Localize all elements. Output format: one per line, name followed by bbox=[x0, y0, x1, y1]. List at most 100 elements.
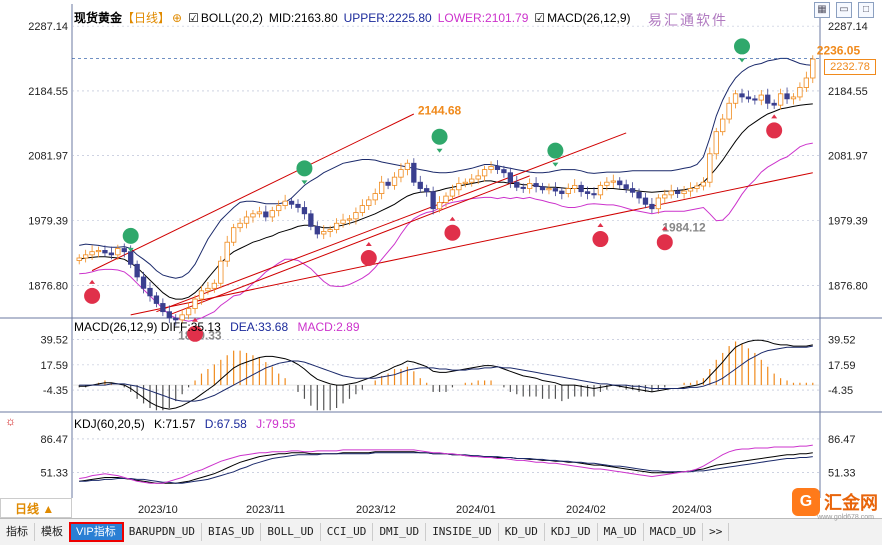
candle-body bbox=[288, 200, 295, 205]
macd-overlay-label: MACD(26,12,9) bbox=[547, 11, 631, 25]
maximize-icon[interactable]: □ bbox=[858, 2, 874, 18]
candle-body bbox=[790, 96, 797, 100]
candle-body bbox=[726, 102, 732, 120]
candle-body bbox=[353, 212, 359, 220]
main-legend: 现货黄金【日线】 ⊕ ☑ BOLL(20,2) MID:2163.80 UPPER:222… bbox=[74, 9, 637, 26]
candle-body bbox=[327, 229, 333, 232]
settings-icon[interactable]: ☼ bbox=[5, 414, 16, 428]
minimize-icon[interactable]: ▭ bbox=[836, 2, 852, 18]
indicator-tabs: 指标 模板 VIP指标 BARUPDN_UD BIAS_UD BOLL_UD CCI_UD D… bbox=[0, 518, 882, 545]
x-tick-label: 2024/02 bbox=[566, 504, 606, 516]
candle-body bbox=[185, 308, 192, 316]
candle-body bbox=[642, 197, 649, 205]
candle-body bbox=[655, 197, 661, 210]
candle-body bbox=[192, 298, 198, 309]
candle-body bbox=[745, 96, 752, 100]
tab-inside-ud[interactable]: INSIDE_UD bbox=[426, 523, 499, 541]
candle-body bbox=[166, 311, 172, 319]
buy-arrow-icon bbox=[365, 242, 372, 246]
tab-more[interactable]: >> bbox=[703, 523, 730, 541]
kdj-k-value: K:71.57 bbox=[154, 417, 196, 431]
candle-body bbox=[797, 87, 803, 98]
macd-dea-line bbox=[79, 345, 813, 402]
low2-annotation: 1984.12 bbox=[662, 221, 706, 235]
candle-body bbox=[224, 241, 230, 262]
tab-dmi-ud[interactable]: DMI_UD bbox=[373, 523, 427, 541]
boll-mid-value: MID:2163.80 bbox=[268, 11, 338, 25]
candle-body bbox=[784, 93, 790, 100]
chart-canvas: 2287.14 2287.14 2184.55 2184.55 2081.97 2081.… bbox=[0, 4, 882, 516]
candle-body bbox=[436, 202, 443, 210]
candle-body bbox=[803, 77, 809, 88]
candle-body bbox=[160, 303, 166, 313]
tab-kdj-ud[interactable]: KDJ_UD bbox=[545, 523, 598, 541]
boll-toggle-icon[interactable]: ☑ bbox=[188, 11, 199, 25]
y-tick-label-left: 17.59 bbox=[40, 360, 68, 372]
y-tick-label-left: 51.33 bbox=[40, 467, 68, 479]
buy-arrow-icon bbox=[89, 279, 96, 284]
candle-body bbox=[295, 203, 301, 208]
tab-indicators[interactable]: 指标 bbox=[0, 523, 35, 541]
y-tick-label-right: -4.35 bbox=[828, 385, 853, 397]
boll-upper-line bbox=[79, 57, 813, 279]
tab-bias-ud[interactable]: BIAS_UD bbox=[202, 523, 262, 541]
tab-ma-ud[interactable]: MA_UD bbox=[598, 523, 644, 541]
tab-kd-ud[interactable]: KD_UD bbox=[499, 523, 545, 541]
buy-signal-icon bbox=[444, 224, 461, 241]
y-tick-label-left: 2184.55 bbox=[28, 86, 68, 98]
tab-cci-ud[interactable]: CCI_UD bbox=[321, 523, 374, 541]
candle-body bbox=[739, 93, 745, 98]
add-indicator-icon[interactable]: ⊕ bbox=[172, 11, 183, 25]
macd-hist-value: MACD:2.89 bbox=[297, 320, 360, 334]
candle-body bbox=[527, 183, 533, 189]
period-button[interactable]: 日线 ▲ bbox=[0, 498, 72, 518]
y-tick-label-right: 51.33 bbox=[828, 467, 856, 479]
logo-mark: G bbox=[792, 488, 820, 516]
buy-arrow-icon bbox=[192, 317, 199, 322]
candle-body bbox=[340, 219, 346, 224]
candle-body bbox=[173, 317, 179, 321]
candle-body bbox=[559, 190, 565, 194]
x-tick-label: 2023/11 bbox=[246, 504, 285, 516]
tab-barupdn-ud[interactable]: BARUPDN_UD bbox=[123, 523, 202, 541]
candle-body bbox=[243, 216, 250, 224]
kdj-title: KDJ(60,20,5) bbox=[74, 417, 145, 431]
tab-macd-ud[interactable]: MACD_UD bbox=[644, 523, 704, 541]
candle-body bbox=[333, 222, 340, 230]
candle-body bbox=[469, 178, 475, 183]
macd-toggle-icon[interactable]: ☑ bbox=[534, 11, 546, 25]
macd-title: MACD(26,12,9) bbox=[74, 320, 158, 334]
candle-body bbox=[488, 166, 494, 170]
candle-body bbox=[713, 131, 719, 155]
logo-url: www.gold678.com bbox=[817, 514, 874, 521]
grid-icon[interactable]: ▦ bbox=[814, 2, 830, 18]
trend-line-channel-top bbox=[91, 113, 415, 272]
candle-body bbox=[681, 190, 687, 194]
trend-line-channel-bottom bbox=[169, 175, 530, 316]
tab-templates[interactable]: 模板 bbox=[35, 523, 70, 541]
tab-vip-indicators[interactable]: VIP指标 bbox=[69, 522, 124, 542]
candle-body bbox=[83, 254, 89, 259]
candle-body bbox=[546, 188, 552, 191]
buy-arrow-icon bbox=[449, 216, 456, 221]
candle-body bbox=[720, 118, 726, 133]
candle-body bbox=[700, 181, 707, 187]
y-tick-label-left: 2287.14 bbox=[28, 21, 68, 33]
candle-body bbox=[115, 248, 121, 256]
candle-body bbox=[308, 213, 314, 227]
macd-diff-value: DIFF:35.13 bbox=[160, 320, 221, 334]
y-tick-label-right: 86.47 bbox=[828, 434, 856, 446]
tab-boll-ud[interactable]: BOLL_UD bbox=[261, 523, 321, 541]
y-tick-label-right: 2287.14 bbox=[828, 21, 868, 33]
kdj-d-value: D:67.58 bbox=[204, 417, 247, 431]
x-tick-label: 2023/10 bbox=[138, 504, 178, 516]
candle-body bbox=[269, 210, 275, 218]
y-tick-label-left: -4.35 bbox=[43, 385, 68, 397]
candle-body bbox=[610, 180, 616, 183]
candle-body bbox=[777, 93, 784, 106]
logo-name: 汇金网 bbox=[824, 493, 878, 513]
candle-body bbox=[346, 218, 353, 221]
y-tick-label-left: 2081.97 bbox=[28, 151, 68, 163]
candle-body bbox=[321, 231, 327, 235]
candle-body bbox=[359, 205, 365, 213]
